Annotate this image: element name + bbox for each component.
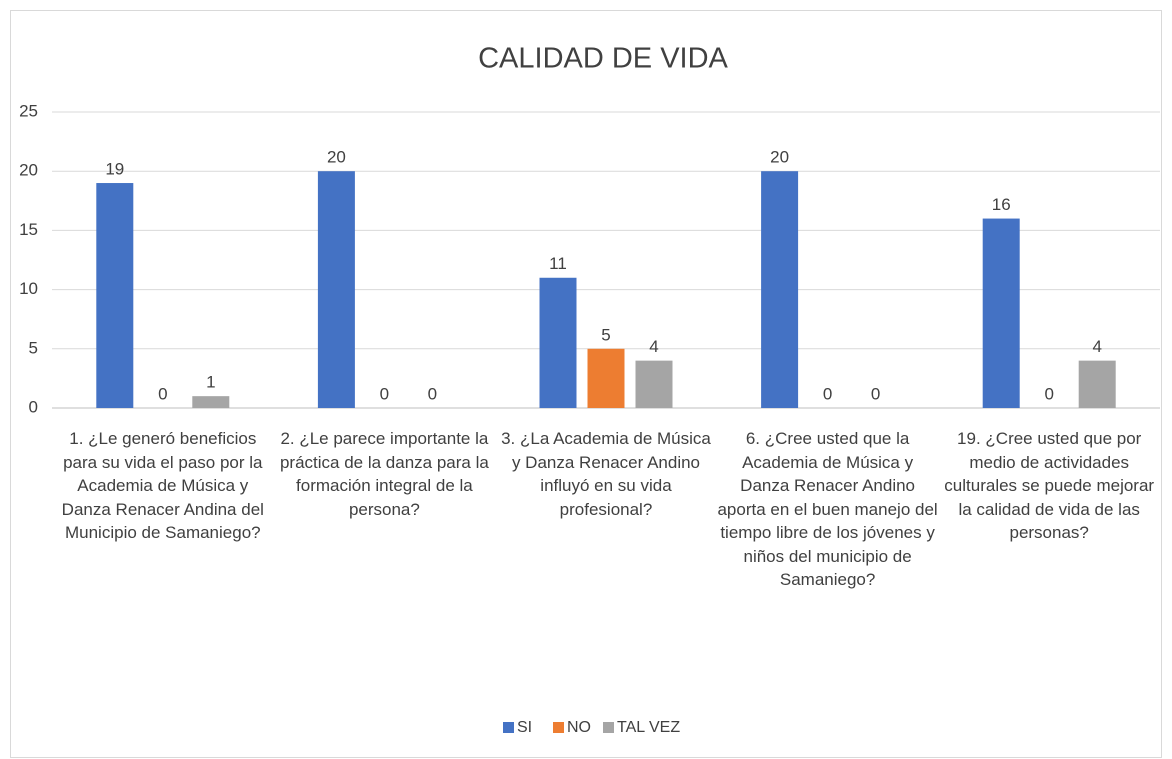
- y-tick-label: 20: [19, 161, 38, 180]
- data-label: 4: [649, 337, 658, 356]
- x-tick-label: 3. ¿La Academia de Música y Danza Renace…: [501, 429, 711, 519]
- chart-title: CALIDAD DE VIDA: [478, 43, 728, 75]
- legend-label: SI: [517, 719, 532, 736]
- x-tick-label-box: 6. ¿Cree usted que la Academia de Música…: [717, 429, 938, 589]
- data-label: 0: [823, 384, 832, 403]
- y-tick-label: 5: [29, 338, 38, 357]
- legend-swatch: [553, 722, 564, 733]
- x-tick-label: 1. ¿Le generó beneficios para su vida el…: [61, 429, 264, 542]
- data-label: 0: [380, 384, 389, 403]
- bar: [317, 171, 355, 408]
- data-label: 20: [770, 148, 789, 167]
- chart-border: [10, 10, 1162, 758]
- data-label: 1: [206, 373, 215, 392]
- x-tick-label-box: 19. ¿Cree usted que por medio de activid…: [944, 429, 1155, 542]
- y-tick-label: 10: [19, 279, 38, 298]
- data-label: 5: [601, 325, 610, 344]
- x-tick-label: 19. ¿Cree usted que por medio de activid…: [944, 429, 1155, 542]
- bar: [539, 277, 577, 408]
- bar: [761, 171, 799, 408]
- data-label: 19: [105, 160, 124, 179]
- data-label: 4: [1092, 337, 1101, 356]
- data-label: 0: [1044, 384, 1053, 403]
- bar: [982, 218, 1020, 408]
- data-label: 0: [428, 384, 437, 403]
- bar: [192, 396, 230, 408]
- data-label: 11: [549, 254, 567, 273]
- data-label: 16: [992, 195, 1011, 214]
- y-tick-label: 0: [29, 397, 38, 416]
- legend-label: NO: [567, 719, 591, 736]
- y-tick-label: 25: [19, 101, 38, 120]
- legend-label: TAL VEZ: [617, 719, 680, 736]
- x-tick-label-box: 2. ¿Le parece importante la práctica de …: [279, 429, 489, 519]
- data-label: 0: [158, 384, 167, 403]
- bar: [96, 183, 134, 408]
- x-tick-label-box: 3. ¿La Academia de Música y Danza Renace…: [501, 429, 711, 519]
- x-tick-label: 2. ¿Le parece importante la práctica de …: [279, 429, 489, 519]
- y-tick-label: 15: [19, 220, 38, 239]
- x-tick-label-box: 1. ¿Le generó beneficios para su vida el…: [61, 429, 264, 542]
- data-label: 20: [327, 148, 346, 167]
- x-tick-label: 6. ¿Cree usted que la Academia de Música…: [717, 429, 938, 589]
- bar: [1078, 360, 1116, 408]
- bar: [587, 348, 625, 408]
- data-label: 0: [871, 384, 880, 403]
- bar: [635, 360, 673, 408]
- legend-swatch: [603, 722, 614, 733]
- legend-swatch: [503, 722, 514, 733]
